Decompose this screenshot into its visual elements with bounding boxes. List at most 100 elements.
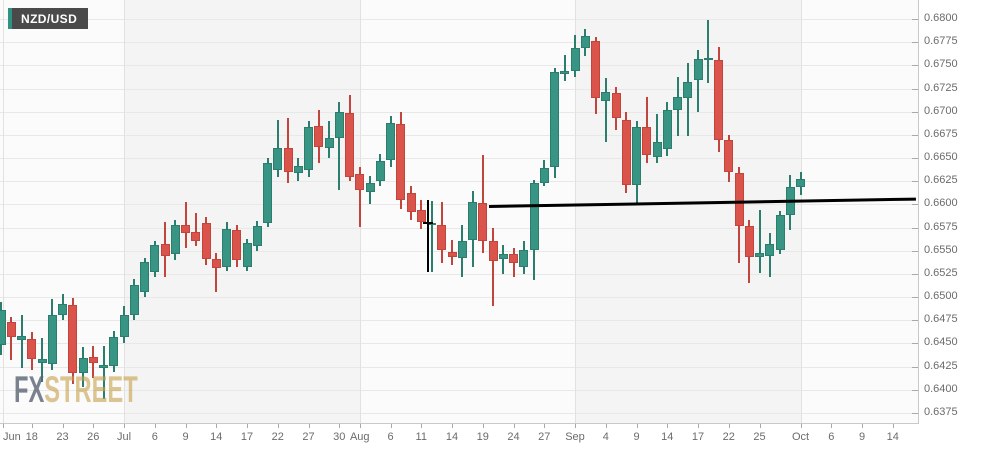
price-tick-mark <box>912 181 918 183</box>
candle <box>99 364 108 368</box>
price-gridline <box>0 181 918 183</box>
candle-wick <box>686 63 689 136</box>
date-tick-label: 27 <box>538 431 551 443</box>
vertical-annotation-line[interactable] <box>427 199 429 273</box>
price-tick-mark <box>912 158 918 160</box>
price-gridline <box>0 343 918 345</box>
fxstreet-watermark: FXSTREET <box>14 369 138 411</box>
candle <box>611 93 621 119</box>
candle-wick <box>194 212 197 247</box>
date-tick-mark <box>452 424 453 428</box>
price-tick-mark <box>912 273 918 275</box>
candle <box>621 120 631 185</box>
date-tick-mark <box>31 424 33 428</box>
annotation-cross-tick[interactable] <box>423 221 433 224</box>
price-tick-label: 0.6675 <box>924 127 958 140</box>
price-tick-label: 0.6525 <box>924 266 958 279</box>
candle-wick <box>10 316 13 361</box>
candle <box>109 336 119 366</box>
price-tick-label: 0.6775 <box>924 35 958 48</box>
candle <box>498 254 508 260</box>
candle <box>744 225 754 258</box>
date-tick-label: 6 <box>828 431 835 443</box>
candle <box>68 304 78 374</box>
candle <box>119 314 129 337</box>
candle <box>632 127 641 185</box>
price-tick-label: 0.6700 <box>924 104 958 117</box>
plot-area[interactable] <box>0 0 918 423</box>
candle <box>345 112 354 177</box>
price-tick-label: 0.6475 <box>924 313 958 326</box>
candle <box>550 71 559 168</box>
month-gridline <box>575 0 576 423</box>
date-tick-label: 17 <box>691 431 705 443</box>
date-tick-label: 19 <box>476 431 489 443</box>
price-tick-mark <box>912 65 918 67</box>
date-tick-mark <box>308 424 310 428</box>
date-tick-mark <box>667 424 669 428</box>
price-tick-mark <box>912 42 918 44</box>
date-tick-label: 14 <box>445 431 459 443</box>
price-tick-mark <box>912 343 918 345</box>
candle <box>150 245 160 273</box>
candle <box>447 251 457 258</box>
price-tick-mark <box>912 389 918 391</box>
date-tick-label: 14 <box>886 431 899 443</box>
candle <box>263 162 272 223</box>
candle <box>324 137 334 148</box>
price-gridline <box>0 227 918 229</box>
price-gridline <box>0 413 918 414</box>
price-tick-label: 0.6450 <box>924 336 958 349</box>
candle <box>734 172 744 226</box>
candle-wick <box>758 209 761 273</box>
candle-wick <box>656 113 658 163</box>
candle-wick <box>502 245 505 274</box>
date-tick-mark <box>513 424 515 428</box>
candle <box>47 314 57 364</box>
date-tick-label: 9 <box>633 431 640 443</box>
candle <box>693 58 703 81</box>
date-tick-label: Sep <box>565 431 585 443</box>
date-tick-mark <box>482 424 484 428</box>
price-tick-mark <box>912 134 918 136</box>
candle <box>170 224 180 254</box>
candle <box>457 241 467 259</box>
candle <box>314 125 324 147</box>
watermark-fx: FX <box>14 369 45 410</box>
date-tick-mark <box>698 424 699 428</box>
date-tick-mark <box>390 424 392 428</box>
time-axis-line[interactable] <box>0 423 919 424</box>
candle <box>191 232 201 241</box>
pair-accent-bar <box>8 8 12 29</box>
candle <box>334 111 344 138</box>
candle <box>560 70 570 74</box>
pair-label-badge: NZD/USD <box>8 8 89 29</box>
date-tick-mark <box>636 424 638 428</box>
pair-label-text: NZD/USD <box>21 11 78 26</box>
candle <box>509 254 518 263</box>
price-gridline <box>0 273 918 275</box>
price-tick-mark <box>912 111 918 113</box>
price-axis-line[interactable] <box>918 0 919 424</box>
candle <box>652 142 662 158</box>
date-tick-label: 23 <box>56 431 69 443</box>
price-gridline <box>0 297 918 299</box>
date-tick-label: 26 <box>87 431 100 443</box>
price-tick-label: 0.6725 <box>924 81 958 94</box>
candle-wick <box>358 167 361 227</box>
date-tick-label: 4 <box>602 431 609 443</box>
candle <box>37 359 47 363</box>
candle <box>673 96 682 110</box>
date-tick-label: 11 <box>415 431 427 443</box>
date-tick-mark <box>862 424 863 428</box>
price-tick-label: 0.6375 <box>924 406 958 418</box>
candle-wick <box>697 49 699 112</box>
candle <box>273 147 283 171</box>
month-band-jul <box>124 0 360 423</box>
candle <box>539 168 549 184</box>
price-tick-label: 0.6425 <box>924 359 958 372</box>
date-tick-mark <box>831 424 833 428</box>
price-tick-label: 0.6550 <box>924 243 958 256</box>
date-tick-label: 30 <box>333 431 346 443</box>
